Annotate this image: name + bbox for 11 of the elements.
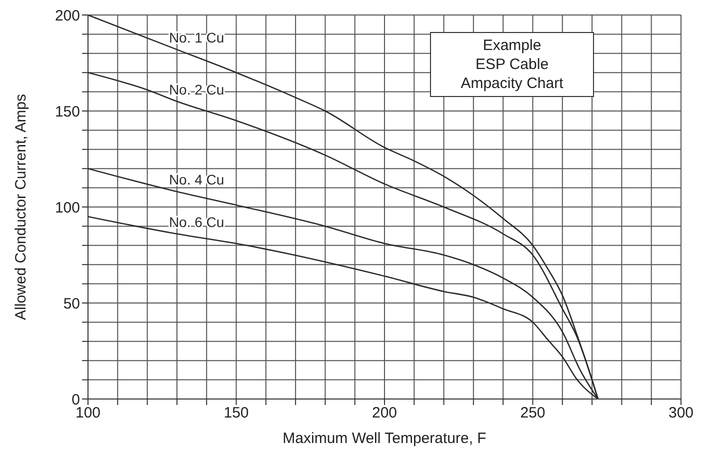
x-tick-label: 300: [668, 404, 694, 422]
y-tick-label: 200: [54, 7, 80, 24]
x-tick-label: 150: [224, 404, 249, 422]
y-tick-label: 50: [63, 295, 80, 312]
y-tick-label: 100: [54, 199, 80, 216]
y-axis-title: Allowed Conductor Current, Amps: [12, 94, 30, 320]
x-tick-label: 200: [372, 404, 398, 422]
x-tick-label: 250: [520, 404, 546, 422]
x-axis-title: Maximum Well Temperature, F: [282, 430, 486, 447]
y-tick-label: 150: [54, 103, 80, 120]
note-box: Example ESP Cable Ampacity Chart: [430, 32, 594, 97]
